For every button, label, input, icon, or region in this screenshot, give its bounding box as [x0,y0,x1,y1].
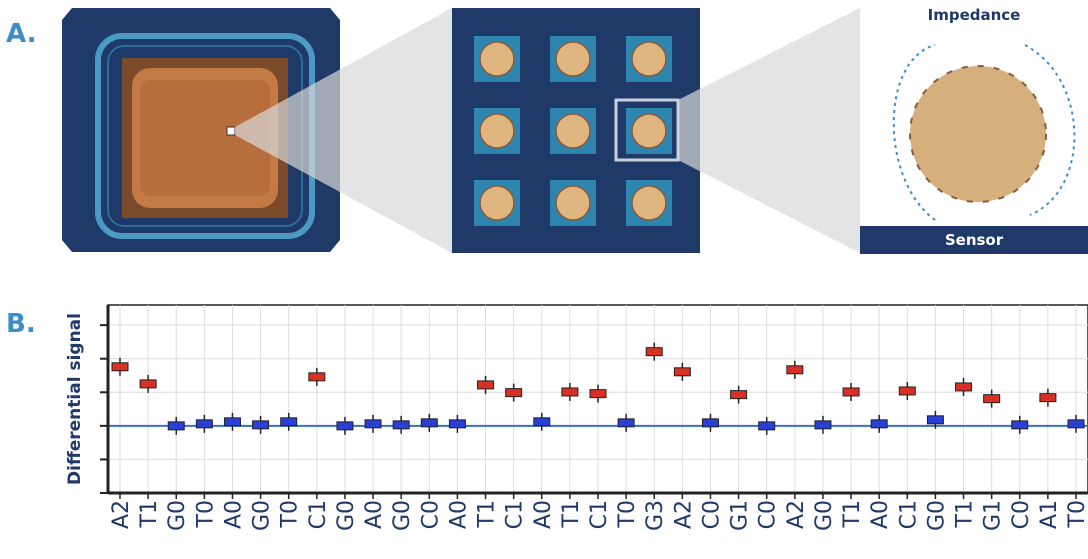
box [505,388,523,398]
box [645,347,663,357]
x-tick-label: T0 [193,500,218,528]
box [420,418,438,428]
x-tick-label: T0 [615,500,640,528]
panel-label: B. [6,309,36,339]
x-tick-label: G1 [981,500,1006,531]
box [898,386,916,396]
x-tick-label: C1 [306,500,331,529]
box [1011,420,1029,430]
box [955,382,973,392]
x-tick-label: G0 [165,500,190,531]
x-tick-label: C1 [587,500,612,529]
sensor-label: Sensor [945,231,1004,249]
box [252,420,270,430]
x-tick-label: T1 [475,500,500,528]
x-tick-label: A0 [531,500,556,529]
x-tick-label: G0 [924,500,949,531]
box [617,418,635,428]
box [1039,393,1057,403]
box [364,419,382,429]
x-tick-label: A1 [1037,500,1062,529]
x-tick-label: G1 [728,500,753,531]
box [167,421,185,431]
x-tick-label: G0 [250,500,275,531]
box [139,379,157,389]
box [701,418,719,428]
x-tick-label: C0 [1009,500,1034,529]
x-tick-label: T0 [1065,500,1088,528]
box [448,419,466,429]
zoom-cone [235,8,452,253]
x-tick-label: A2 [784,500,809,529]
x-tick-label: T1 [953,500,978,528]
box [983,394,1001,404]
box [111,362,129,372]
cell-diagram: Impedance Sensor [860,6,1088,254]
box [280,417,298,427]
box [336,421,354,431]
box [673,367,691,377]
box [477,380,495,390]
x-tick-label: A0 [446,500,471,529]
box [392,420,410,430]
x-tick-label: T1 [137,500,162,528]
box [786,365,804,375]
box [758,421,776,431]
x-tick-label: C0 [756,500,781,529]
x-tick-label: A0 [868,500,893,529]
x-tick-label: G0 [390,500,415,531]
x-tick-label: C1 [503,500,528,529]
box [870,419,888,429]
box [561,387,579,397]
x-tick-label: A0 [362,500,387,529]
x-tick-label: A2 [109,500,134,529]
y-axis-label: Differential signal [65,313,85,485]
x-tick-label: T0 [278,500,303,528]
zoom-cone [678,8,860,253]
box [533,417,551,427]
box [308,372,326,382]
x-tick-label: G0 [334,500,359,531]
x-tick-label: A0 [221,500,246,529]
chip [62,8,340,252]
impedance-label: Impedance [928,6,1021,24]
box [223,417,241,427]
x-tick-label: A2 [671,500,696,529]
x-tick-label: G3 [643,500,668,531]
box [814,420,832,430]
box [1067,419,1085,429]
x-tick-label: C1 [896,500,921,529]
well-array [452,8,700,253]
x-tick-label: T1 [840,500,865,528]
plot: A2 T1 G0 T0 A0 G0 T0 C1 G0 A0 G0 C0 A0 T1 C1 A0 T1 C1 T0 G3… [100,304,1088,531]
x-tick-label: G0 [812,500,837,531]
box [589,389,607,399]
box [730,390,748,400]
box [842,387,860,397]
x-tick-label: C0 [418,500,443,529]
x-tick-label: C0 [699,500,724,529]
box [926,415,944,425]
x-tick-label: T1 [559,500,584,528]
panel-label: A. [6,19,36,49]
box [195,419,213,429]
